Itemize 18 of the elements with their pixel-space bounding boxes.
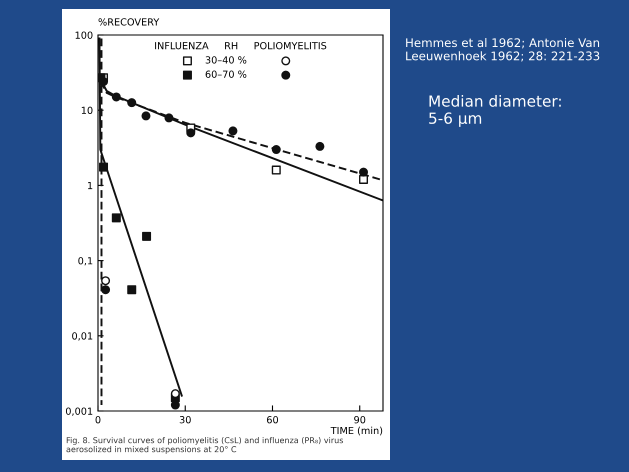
y-tick-label: 100 bbox=[76, 31, 92, 39]
x-axis-title: TIME (min) bbox=[330, 426, 382, 436]
y-tick-label: 0,01 bbox=[72, 332, 92, 341]
y-tick-label: 1 bbox=[88, 182, 92, 190]
legend-title: INFLUENZA RH POLIOMYELITIS bbox=[155, 42, 326, 50]
y-axis-title: %RECOVERY bbox=[98, 18, 160, 26]
legend-label: 60–70 % bbox=[206, 70, 246, 78]
y-tick-label: 0,1 bbox=[78, 257, 92, 266]
x-tick-label: 60 bbox=[266, 416, 278, 424]
text: Hemmes et al 1962; Antonie Van Leeuwenhoek 1962; 28: 221-233 bbox=[406, 38, 600, 62]
legend-label: 30–40 % bbox=[206, 56, 246, 64]
caption: Fig. 8. Survival curves of poliomyelitis (CsL) and influenza (PR₈) virus aerosolized in mixed suspensions at 20° C bbox=[66, 437, 344, 454]
x-tick-label: 30 bbox=[180, 416, 191, 424]
y-tick-label: 10 bbox=[82, 106, 92, 114]
y-tick-label: 0,001 bbox=[66, 407, 92, 416]
x-tick-label: 90 bbox=[354, 416, 366, 424]
x-tick-label: 0 bbox=[96, 416, 100, 424]
text: Median diameter: 5-6 µm bbox=[429, 95, 561, 127]
